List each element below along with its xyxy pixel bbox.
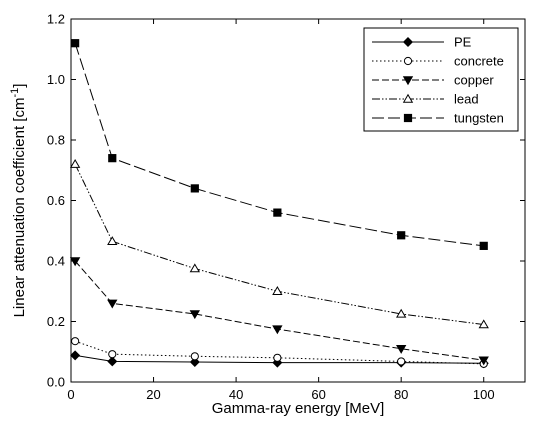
- legend-label: concrete: [454, 54, 504, 69]
- data-point-lead: [69, 159, 81, 168]
- legend-label: tungsten: [454, 111, 504, 126]
- data-point-copper: [69, 257, 81, 267]
- data-point-tungsten: [273, 208, 282, 217]
- data-point-lead: [478, 319, 489, 329]
- legend-marker-tungsten: [403, 113, 413, 123]
- data-point-concrete: [273, 353, 282, 362]
- data-point-concrete: [108, 350, 117, 359]
- legend-marker-pe: [402, 36, 414, 48]
- legend-marker-concrete: [403, 56, 413, 66]
- y-axis-label-suffix: ]: [11, 84, 28, 88]
- x-tick-label: 0: [67, 387, 74, 402]
- data-point-copper: [478, 356, 489, 366]
- x-tick-label: 60: [311, 387, 325, 402]
- x-tick-label: 100: [473, 387, 495, 402]
- y-axis-label-superscript: -1: [9, 88, 21, 98]
- series-layer: [69, 39, 489, 369]
- data-point-lead: [396, 308, 407, 318]
- data-point-pe: [272, 357, 283, 368]
- plot-area-frame: [70, 18, 526, 383]
- y-tick-labels: 0.0 0.2 0.4 0.6 0.8 1.0 1.2: [47, 12, 65, 390]
- series-concrete: [71, 337, 488, 368]
- y-tick-label: 0.2: [47, 314, 65, 329]
- data-point-lead: [272, 286, 283, 295]
- series-copper: [69, 257, 489, 366]
- data-point-copper: [189, 310, 200, 320]
- legend-label: copper: [454, 73, 494, 88]
- y-axis-label: Linear attenuation coefficient [cm-1]: [9, 84, 28, 318]
- series-tungsten: [71, 39, 488, 250]
- series-line-tungsten: [74, 43, 484, 247]
- y-tick-label: 1.2: [47, 12, 65, 27]
- legend-marker-lead: [402, 93, 414, 103]
- x-tick-label: 40: [229, 387, 243, 402]
- legend-item-tungsten: tungsten: [372, 111, 504, 126]
- data-point-copper: [107, 299, 118, 309]
- y-axis-label-text: Linear attenuation coefficient [cm: [11, 98, 28, 318]
- x-tick-label: 20: [146, 387, 160, 402]
- y-tick-label: 0.0: [47, 375, 65, 390]
- data-point-concrete: [190, 352, 199, 361]
- data-point-tungsten: [71, 39, 80, 48]
- y-tick-label: 1.0: [47, 72, 65, 87]
- x-tick-labels: 0 20 40 60 80 100: [67, 387, 494, 402]
- data-point-tungsten: [108, 154, 117, 163]
- legend-box: [363, 27, 519, 132]
- data-point-lead: [189, 263, 200, 273]
- data-point-tungsten: [479, 241, 488, 250]
- legend-item-copper: copper: [372, 73, 494, 88]
- data-point-lead: [107, 236, 118, 246]
- data-point-copper: [272, 325, 283, 335]
- series-lead: [69, 159, 489, 329]
- legend-label: lead: [454, 92, 479, 107]
- data-point-concrete: [397, 357, 406, 366]
- y-tick-label: 0.8: [47, 133, 65, 148]
- series-line-concrete: [74, 340, 484, 365]
- legend-item-pe: PE: [372, 35, 472, 50]
- legend-item-lead: lead: [372, 92, 479, 107]
- data-point-pe: [70, 350, 81, 361]
- y-tick-label: 0.4: [47, 254, 65, 269]
- data-point-pe: [107, 356, 118, 367]
- legend-marker-copper: [402, 76, 414, 86]
- legend-label: PE: [454, 35, 472, 50]
- series-line-copper: [74, 260, 484, 361]
- legend: PE concrete copper lead tungsten: [363, 27, 519, 132]
- data-point-copper: [396, 345, 407, 354]
- data-point-pe: [189, 357, 200, 368]
- series-line-pe: [75, 354, 484, 364]
- legend-item-concrete: concrete: [372, 54, 504, 69]
- x-axis-label: Gamma-ray energy [MeV]: [212, 400, 385, 417]
- x-tick-label: 80: [394, 387, 408, 402]
- y-tick-label: 0.6: [47, 193, 65, 208]
- data-point-concrete: [71, 337, 80, 346]
- series-line-lead: [74, 163, 484, 326]
- data-point-tungsten: [397, 231, 406, 240]
- data-point-tungsten: [190, 184, 199, 193]
